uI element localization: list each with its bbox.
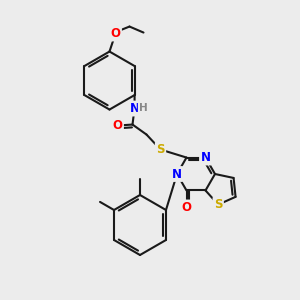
Text: N: N bbox=[200, 151, 211, 164]
Text: O: O bbox=[112, 119, 122, 132]
Text: H: H bbox=[139, 103, 148, 112]
Text: N: N bbox=[130, 102, 140, 115]
Text: S: S bbox=[156, 143, 165, 156]
Text: O: O bbox=[182, 201, 191, 214]
Text: N: N bbox=[172, 167, 182, 181]
Text: S: S bbox=[214, 198, 223, 211]
Text: O: O bbox=[110, 27, 121, 40]
